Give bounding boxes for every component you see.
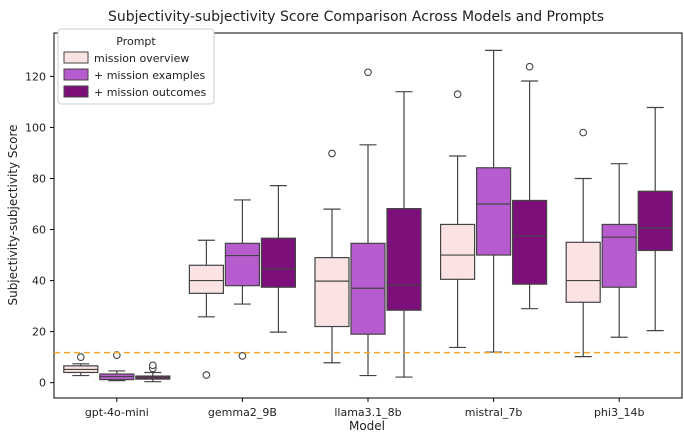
- y-tick-label: 80: [32, 172, 46, 185]
- legend-swatch: [63, 68, 89, 81]
- box: [565, 241, 601, 303]
- box: [188, 264, 224, 294]
- outlier-point: [579, 128, 588, 137]
- series-mission-examples: [99, 49, 637, 382]
- legend-title: Prompt: [116, 35, 156, 48]
- box: [440, 223, 476, 280]
- outlier-point: [238, 352, 247, 360]
- box: [314, 257, 350, 328]
- x-axis-label: Model: [349, 419, 385, 433]
- x-tick-label: phi3_14b: [594, 406, 645, 419]
- chart-title: Subjectivity-subjectivity Score Comparis…: [108, 9, 604, 25]
- x-axis: gpt-4o-mini gemma2_9B llama3.1_8b mistral_7…: [85, 398, 645, 419]
- x-tick-label: mistral_7b: [465, 406, 523, 419]
- y-tick-label: 120: [25, 70, 46, 83]
- box: [224, 242, 260, 287]
- outlier-point: [453, 90, 462, 99]
- box-series: [63, 49, 673, 383]
- outlier-point: [148, 361, 157, 370]
- legend-swatch: [63, 85, 89, 98]
- outlier-point: [328, 149, 336, 158]
- x-tick-label: llama3.1_8b: [334, 406, 401, 419]
- box: [637, 190, 673, 252]
- y-tick-label: 60: [32, 224, 46, 237]
- box: [511, 199, 548, 285]
- y-tick-label: 20: [32, 326, 46, 339]
- legend-frame: [57, 28, 215, 105]
- box: [476, 167, 512, 256]
- box: [601, 223, 637, 288]
- legend: Prompt mission overview + mission example…: [57, 28, 215, 105]
- y-tick-label: 40: [32, 275, 46, 288]
- legend-swatch: [63, 51, 89, 64]
- x-tick-label: gemma2_9B: [208, 406, 277, 419]
- x-tick-label: gpt-4o-mini: [85, 406, 149, 419]
- y-tick-label: 0: [39, 377, 46, 390]
- box: [260, 237, 296, 288]
- y-axis: 0 20 40 60 80 100 120: [25, 70, 54, 390]
- legend-label: + mission examples: [94, 69, 206, 82]
- y-axis-label: Subjectivity-subjectivity Score: [6, 124, 20, 305]
- outlier-point: [202, 371, 211, 379]
- y-tick-label: 100: [25, 121, 46, 134]
- box: [386, 208, 422, 311]
- series-mission-outcomes: [135, 62, 673, 383]
- outlier-point: [525, 62, 534, 71]
- series-mission-overview: [63, 90, 601, 379]
- legend-label: + mission outcomes: [94, 86, 206, 99]
- legend-label: mission overview: [94, 52, 189, 65]
- outlier-point: [76, 353, 85, 362]
- outlier-point: [364, 68, 372, 77]
